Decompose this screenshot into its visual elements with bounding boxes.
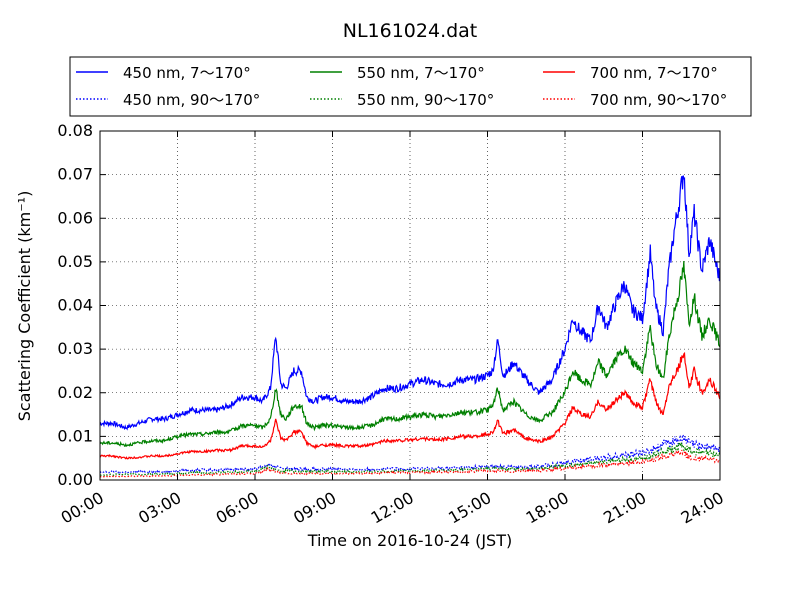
x-tick-label: 24:00 [678, 488, 727, 528]
legend-box [69, 56, 752, 117]
series-line [99, 175, 721, 431]
x-axis-title: Time on 2016-10-24 (JST) [307, 531, 512, 550]
y-tick-label: 0.00 [57, 470, 93, 489]
y-tick-label: 0.01 [57, 426, 93, 445]
chart-title: NL161024.dat [343, 20, 478, 42]
y-tick-label: 0.05 [57, 252, 93, 271]
y-tick-label: 0.06 [57, 208, 93, 227]
legend-label: 450 nm, 7～170° [123, 64, 251, 82]
y-tick-label: 0.04 [57, 296, 93, 315]
y-tick-label: 0.03 [57, 339, 93, 358]
x-tick-label: 21:00 [600, 488, 649, 528]
x-tick-label: 15:00 [445, 488, 494, 528]
legend-label: 550 nm, 7～170° [357, 64, 485, 82]
x-tick-label: 03:00 [135, 488, 184, 528]
series-line [99, 260, 721, 447]
x-tick-label: 09:00 [290, 488, 339, 528]
legend-label: 550 nm, 90～170° [357, 91, 494, 109]
y-tick-label: 0.08 [57, 121, 93, 140]
series-line [99, 442, 721, 477]
y-tick-label: 0.02 [57, 383, 93, 402]
legend-label: 450 nm, 90～170° [123, 91, 260, 109]
grid [99, 130, 721, 481]
series-line [99, 351, 721, 460]
series-layer [99, 175, 721, 478]
legend-label: 700 nm, 7～170° [590, 64, 718, 82]
series-line [99, 448, 721, 478]
x-tick-label: 18:00 [523, 488, 572, 528]
x-tick-label: 12:00 [368, 488, 417, 528]
legend: 450 nm, 7～170° 450 nm, 90～170° 550 nm, 7～1… [69, 56, 752, 117]
y-tick-label: 0.07 [57, 165, 93, 184]
x-tick-label: 00:00 [58, 488, 107, 528]
ticks: 0.00 0.01 0.02 0.03 0.04 0.05 0.06 0.07 0.08 00:0… [57, 121, 727, 528]
y-axis-title: Scattering Coefficient (km⁻¹) [15, 191, 34, 422]
legend-label: 700 nm, 90～170° [590, 91, 727, 109]
x-tick-label: 06:00 [213, 488, 262, 528]
